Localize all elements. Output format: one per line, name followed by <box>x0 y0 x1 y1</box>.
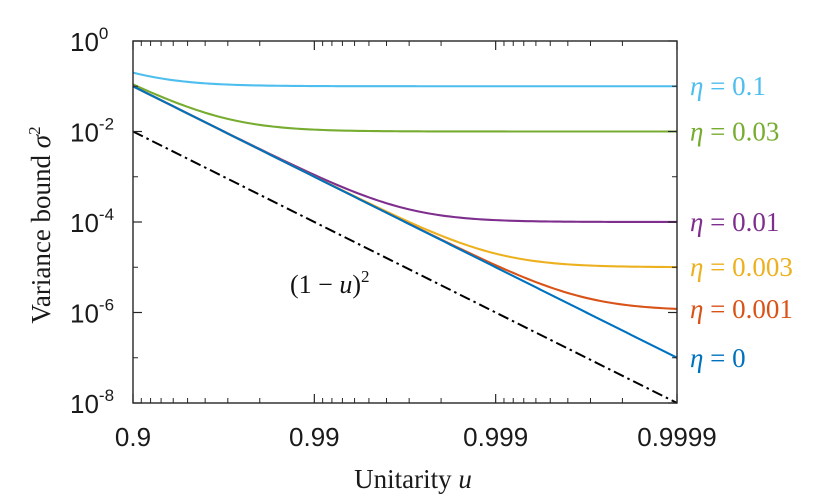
reference-label-sup: 2 <box>361 267 370 286</box>
series-legend-label: η = 0.1 <box>690 71 766 101</box>
x-tick-label: 0.9999 <box>637 422 717 452</box>
series-line <box>132 85 678 269</box>
y-axis-title-text: Variance bound <box>26 148 56 323</box>
x-axis-title-text: Unitarity <box>354 464 458 494</box>
reference-label-close: ) <box>352 270 361 299</box>
series-line <box>132 71 677 88</box>
series-legend-label: η = 0.001 <box>690 294 793 324</box>
y-axis-title: Variance bound σ2 <box>25 126 56 323</box>
series-line <box>132 85 677 224</box>
y-tick-label: 100 <box>70 24 108 57</box>
reference-line <box>132 130 678 404</box>
reference-label-var: u <box>339 270 352 299</box>
series-line <box>132 85 678 359</box>
y-axis-title-sup: 2 <box>25 126 44 135</box>
x-tick-label: 0.999 <box>463 422 528 452</box>
series-line <box>132 83 677 133</box>
reference-label-open: (1 − <box>290 270 339 299</box>
y-tick-label: 10-6 <box>70 296 114 329</box>
x-tick-label: 0.99 <box>289 422 340 452</box>
y-tick-label: 10-2 <box>70 115 114 148</box>
series-line <box>132 85 678 310</box>
series-legend-label: η = 0.03 <box>690 116 779 146</box>
y-tick-label: 10-4 <box>70 205 114 238</box>
series-legend-label: η = 0 <box>690 343 746 373</box>
series-legend-label: η = 0.003 <box>690 252 793 282</box>
x-tick-label: 0.9 <box>115 422 151 452</box>
plot-frame <box>132 40 678 404</box>
x-axis-title-var: u <box>458 464 472 494</box>
y-axis-title-var: σ <box>26 133 56 148</box>
y-tick-label: 10-8 <box>70 386 114 419</box>
x-axis-title: Unitarity u <box>354 464 472 494</box>
series-legend-label: η = 0.01 <box>690 207 779 237</box>
reference-line-label: (1 − u)2 <box>290 267 370 299</box>
